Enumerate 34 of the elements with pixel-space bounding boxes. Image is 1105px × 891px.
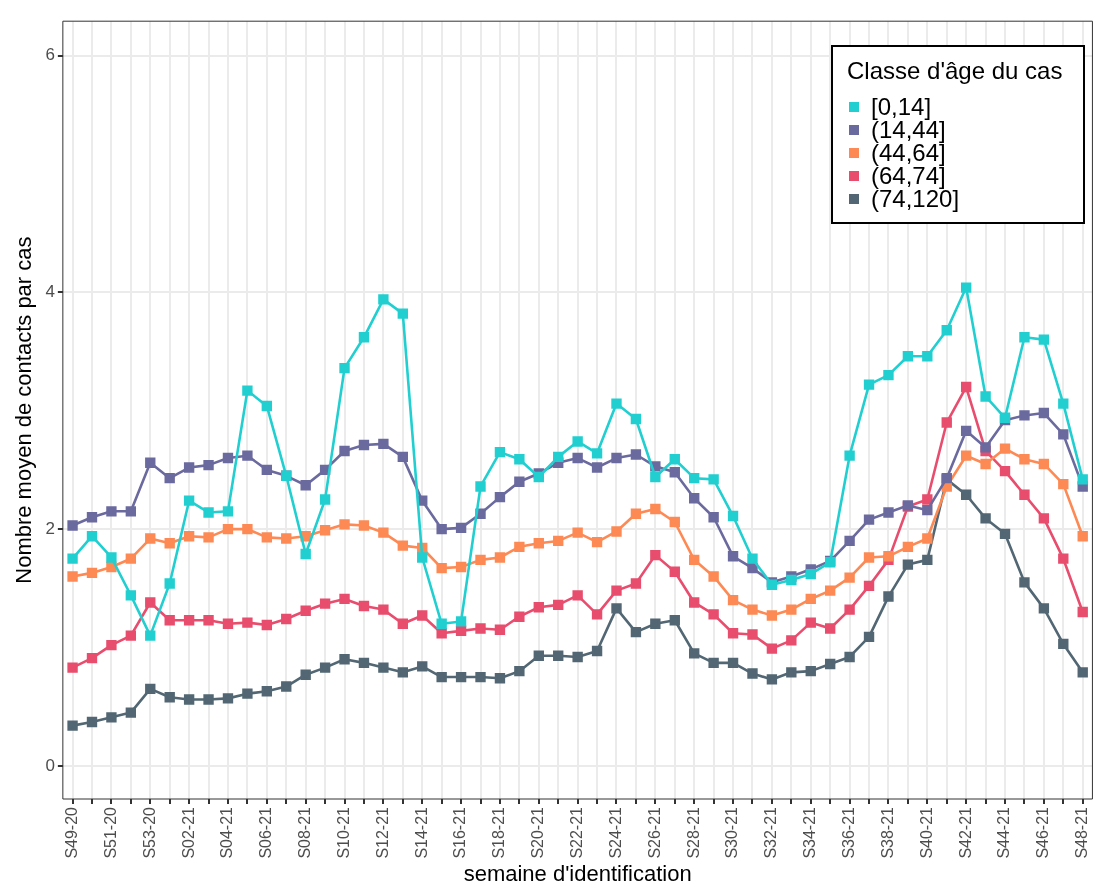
x-tick-label: S34-21 [801, 806, 819, 859]
x-tick-label: S22-21 [568, 806, 586, 859]
y-tick-label: 2 [45, 518, 55, 538]
x-tick-label: S36-21 [840, 806, 858, 859]
x-tick-label: S16-21 [451, 806, 469, 859]
x-tick-label: S20-21 [529, 806, 547, 859]
x-tick-label: S48-21 [1073, 806, 1091, 859]
x-axis-title: semaine d'identification [463, 860, 692, 886]
y-axis-title: Nombre moyen de contacts par cas [11, 236, 37, 584]
x-tick-label: S10-21 [334, 806, 352, 859]
x-tick-label: S08-21 [296, 806, 314, 859]
x-tick-label: S04-21 [218, 806, 236, 859]
x-tick-label: S14-21 [412, 806, 430, 859]
x-tick-label: S51-20 [101, 806, 119, 859]
x-tick-label: S32-21 [762, 806, 780, 859]
x-tick-label: S02-21 [179, 806, 197, 859]
x-tick-label: S06-21 [257, 806, 275, 859]
x-tick-label: S12-21 [373, 806, 391, 859]
legend-title: Classe d'âge du cas [847, 57, 1064, 85]
x-tick-label: S46-21 [1034, 806, 1052, 859]
x-tick-label: S26-21 [645, 806, 663, 859]
x-tick-label: S42-21 [956, 806, 974, 859]
y-tick-label: 4 [45, 281, 55, 301]
x-tick-label: S49-20 [62, 806, 80, 859]
x-tick-label: S40-21 [917, 806, 935, 859]
x-tick-label: S24-21 [606, 806, 624, 859]
x-tick-label: S53-20 [140, 806, 158, 859]
y-tick-label: 6 [45, 45, 55, 65]
x-tick-label: S18-21 [490, 806, 508, 859]
x-tick-label: S44-21 [995, 806, 1013, 859]
x-tick-label: S38-21 [878, 806, 896, 859]
x-tick-label: S28-21 [684, 806, 702, 859]
x-tick-label: S30-21 [723, 806, 741, 859]
y-tick-label: 0 [45, 755, 55, 775]
